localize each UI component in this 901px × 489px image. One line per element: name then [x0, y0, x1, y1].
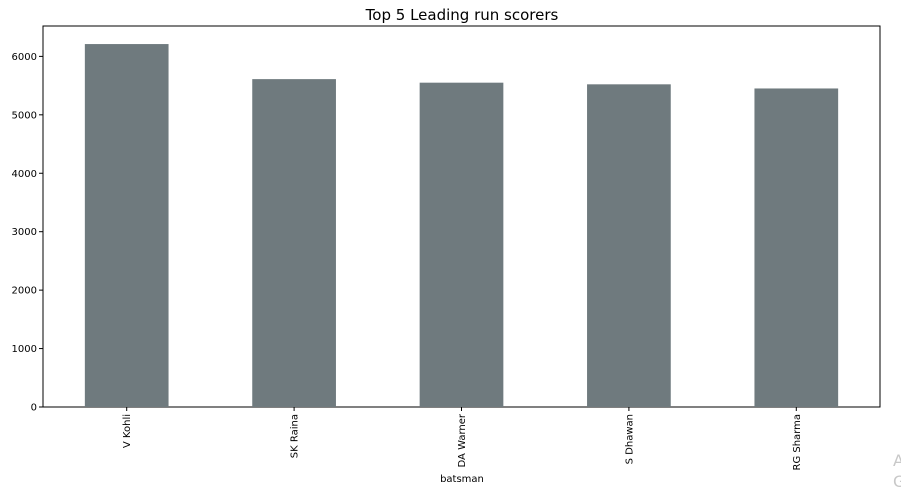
bar-da-warner: [419, 82, 504, 408]
x-axis: V Kohli SK Raina DA Warner S Dhawan RG Sharm…: [122, 407, 803, 471]
x-tick-label: S Dhawan: [624, 414, 635, 464]
y-tick-label: 4000: [12, 169, 37, 180]
chart-title: Top 5 Leading run scorers: [365, 6, 559, 24]
bar-rg-sharma: [754, 88, 839, 407]
y-tick-label: 3000: [12, 227, 37, 238]
y-tick-label: 2000: [12, 286, 37, 297]
x-axis-label: batsman: [440, 474, 484, 485]
x-tick-label: RG Sharma: [792, 414, 803, 471]
y-axis: 0 1000 2000 3000 4000 5000 6000: [12, 52, 43, 414]
y-tick-label: 0: [31, 403, 37, 414]
x-tick-label: DA Warner: [457, 413, 468, 467]
bar-v-kohli: [84, 44, 169, 408]
x-tick-label: V Kohli: [122, 414, 133, 448]
watermark-line-1: A: [893, 451, 901, 470]
watermark-line-2: G: [893, 472, 901, 489]
y-tick-label: 6000: [12, 52, 37, 63]
bars-group: [84, 44, 839, 408]
bar-sk-raina: [252, 79, 336, 408]
y-tick-label: 5000: [12, 110, 37, 121]
bar-s-dhawan: [587, 84, 671, 407]
x-tick-label: SK Raina: [290, 414, 301, 458]
y-tick-label: 1000: [12, 344, 37, 355]
